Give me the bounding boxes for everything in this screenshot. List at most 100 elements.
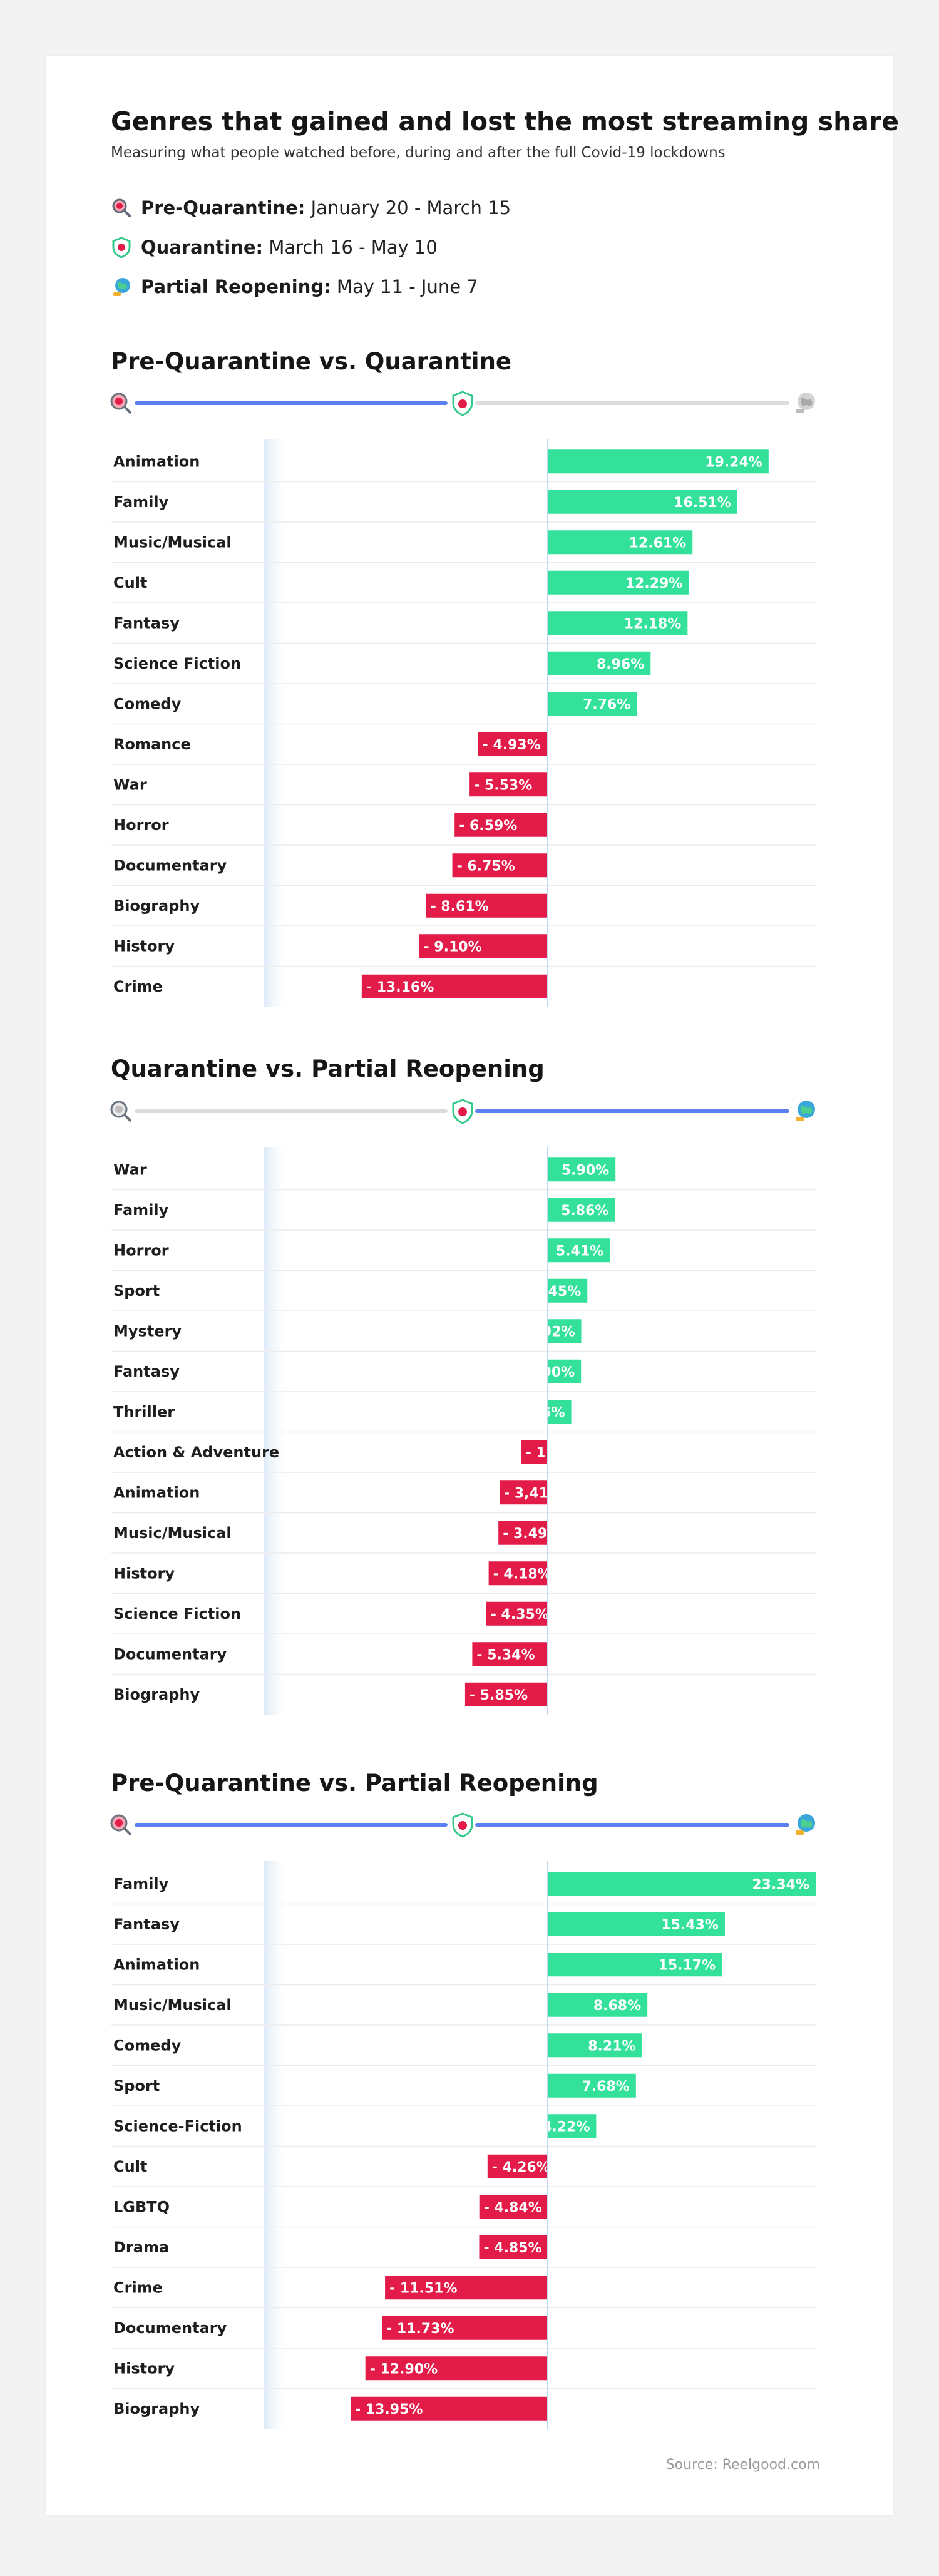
category-label: Fantasy — [113, 1363, 180, 1380]
bar-negative — [487, 2154, 548, 2178]
category-label: Fantasy — [113, 614, 180, 632]
value-label: 8.68% — [593, 1998, 641, 2014]
category-label: Family — [113, 493, 169, 511]
bar-negative — [479, 2235, 548, 2259]
value-label: - 6.59% — [459, 818, 517, 834]
timeline-virus-shield-icon — [452, 1099, 473, 1124]
timeline-magnifier-icon — [110, 393, 131, 414]
category-label: Biography — [113, 897, 200, 915]
legend-item-partial-reopening: Partial Reopening: May 11 - June 7 — [111, 274, 478, 299]
bar-positive — [548, 2033, 642, 2058]
category-label: Sport — [113, 1282, 160, 1300]
bar-negative — [470, 772, 548, 797]
category-label: Crime — [113, 2279, 163, 2296]
category-label: Crime — [113, 978, 163, 995]
category-label: Music/Musical — [113, 1996, 232, 2014]
value-label: - 4.18% — [493, 1566, 552, 1582]
category-label: Romance — [113, 736, 191, 753]
bar-negative — [419, 934, 548, 958]
value-label: - 4.93% — [483, 737, 541, 753]
value-label: 8.21% — [588, 2038, 635, 2054]
value-label: 5.90% — [562, 1162, 609, 1178]
legend-dates: January 20 - March 15 — [310, 197, 511, 218]
bar-positive — [548, 449, 769, 474]
value-label: - 3.49% — [503, 1526, 561, 1542]
category-label: Action & Adventure — [113, 1444, 279, 1461]
bar-negative — [500, 1480, 548, 1505]
page-subtitle: Measuring what people watched before, du… — [111, 145, 726, 161]
category-label: History — [113, 1564, 175, 1582]
category-label: Family — [113, 1875, 169, 1892]
bar-positive — [548, 1400, 572, 1424]
timeline-virus-shield-icon — [452, 391, 473, 416]
value-label: 15.17% — [659, 1958, 716, 1973]
bar-positive — [548, 651, 651, 675]
value-label: - 4.26% — [492, 2160, 550, 2175]
bar-negative — [488, 1561, 548, 1586]
value-label: 5.41% — [556, 1243, 603, 1259]
page-title: Genres that gained and lost the most str… — [111, 106, 899, 136]
bar-positive — [548, 611, 688, 635]
category-label: Family — [113, 1201, 169, 1219]
bar-positive — [548, 1238, 610, 1263]
bar-negative — [361, 974, 548, 998]
value-label: 3.45% — [533, 1284, 581, 1300]
value-label: - 4.85% — [483, 2240, 541, 2256]
value-label: 15.43% — [661, 1917, 719, 1933]
category-label: Science-Fiction — [113, 2117, 242, 2135]
category-label: Biography — [113, 2400, 200, 2418]
bar-negative — [426, 893, 548, 918]
bar-negative — [382, 2316, 548, 2340]
chart-2-title: Quarantine vs. Partial Reopening — [111, 1055, 545, 1082]
value-label: 12.18% — [624, 616, 682, 632]
value-label: - 4.35% — [491, 1607, 549, 1623]
value-label: 19.24% — [705, 454, 762, 470]
value-label: 16.51% — [674, 495, 731, 511]
category-label: Fantasy — [113, 1916, 180, 1933]
category-label: Science Fiction — [113, 655, 241, 672]
legend-label: Quarantine: — [141, 237, 264, 258]
value-label: 5.86% — [561, 1203, 608, 1219]
bar-negative — [478, 732, 548, 756]
legend-label: Partial Reopening: — [141, 276, 331, 297]
bar-negative — [454, 813, 548, 837]
category-label: Animation — [113, 1484, 200, 1501]
category-label: Drama — [113, 2239, 169, 2256]
value-label: - 13.95% — [355, 2402, 423, 2418]
timeline-globe-icon — [796, 1814, 815, 1835]
left-stripe — [264, 1861, 289, 2429]
bar-positive — [548, 530, 693, 555]
bar-positive — [548, 1953, 722, 1977]
value-label: 8.96% — [597, 657, 644, 672]
bar-positive — [548, 570, 689, 595]
timeline-virus-shield-icon — [452, 1812, 473, 1838]
value-label: - 1.87% — [526, 1445, 584, 1461]
value-label: - 13.16% — [366, 980, 434, 995]
value-label: - 11.73% — [386, 2321, 454, 2337]
bar-positive — [548, 1157, 616, 1182]
bar-positive — [548, 1319, 582, 1343]
category-label: History — [113, 2359, 175, 2377]
category-label: Sport — [113, 2077, 160, 2095]
value-label: 23.34% — [752, 1877, 809, 1892]
legend-item-pre-quarantine: Pre-Quarantine: January 20 - March 15 — [111, 195, 511, 220]
value-label: - 5.53% — [474, 777, 532, 793]
category-label: Thriller — [113, 1403, 175, 1420]
category-label: Biography — [113, 1686, 200, 1703]
category-label: Documentary — [113, 2319, 227, 2337]
value-label: 7.68% — [582, 2079, 630, 2095]
bar-positive — [548, 1359, 582, 1383]
bar-negative — [521, 1440, 548, 1464]
value-label: - 9.10% — [424, 939, 482, 955]
value-label: - 3,41% — [504, 1486, 562, 1501]
bar-negative — [472, 1642, 548, 1666]
value-label: - 12.90% — [370, 2361, 438, 2377]
bar-positive — [548, 1198, 615, 1222]
bar-positive — [548, 1993, 648, 2017]
bar-positive — [548, 1912, 725, 1936]
bar-positive — [548, 1872, 816, 1896]
virus-shield-icon — [112, 237, 131, 258]
timeline-globe-icon — [796, 1101, 815, 1121]
category-label: Documentary — [113, 1645, 227, 1663]
legend-item-quarantine: Quarantine: March 16 - May 10 — [111, 235, 438, 260]
